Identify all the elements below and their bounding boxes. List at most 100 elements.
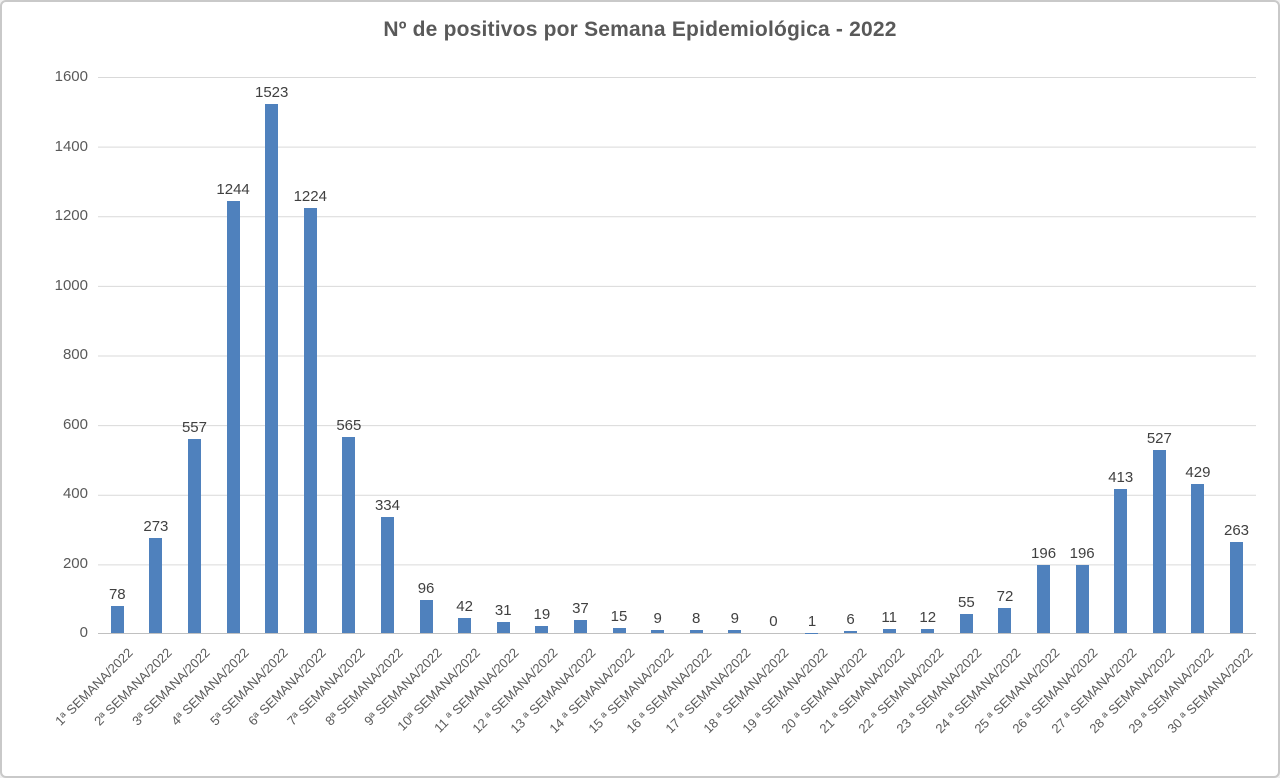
bar-column: 78 1ª SEMANA/2022	[52, 77, 137, 729]
y-axis-tick-label: 1600	[54, 68, 88, 85]
bar-value-label: 19	[533, 606, 551, 624]
bar	[187, 439, 201, 633]
bar-value-label: 0	[769, 613, 778, 630]
bar-column: 429 29 ª SEMANA/2022	[1125, 77, 1218, 736]
y-axis: 1600 1400 1200 1000 800 600 400 200 0	[2, 68, 88, 641]
bar-value-label: 1244	[216, 180, 250, 198]
bar-value-label: 263	[1224, 521, 1250, 539]
bar	[535, 626, 549, 633]
bar	[1037, 564, 1051, 633]
bar	[921, 628, 935, 633]
y-axis-tick-label: 800	[62, 346, 88, 363]
bar	[728, 629, 742, 633]
bar-value-label: 557	[181, 419, 207, 437]
bar	[882, 629, 896, 633]
y-axis-tick-label: 200	[62, 554, 88, 572]
bar	[149, 538, 163, 633]
bar	[265, 103, 279, 633]
bar-value-label: 15	[610, 607, 628, 625]
bar-value-label: 1224	[293, 187, 327, 205]
bar	[959, 613, 973, 633]
bar-value-label: 527	[1146, 429, 1172, 447]
bar	[1114, 489, 1128, 633]
bar	[1230, 541, 1244, 633]
bar-value-label: 413	[1108, 469, 1134, 487]
bar-column: 6 20 ª SEMANA/2022	[778, 77, 870, 736]
bar	[573, 620, 587, 633]
bar	[651, 629, 665, 633]
bar	[689, 630, 703, 633]
bar-value-label: 11	[881, 609, 897, 627]
y-axis-tick-label: 400	[62, 485, 88, 502]
bar	[1152, 449, 1166, 633]
bar-column: 263 30 ª SEMANA/2022	[1164, 77, 1256, 737]
bar-column: 196 25 ª SEMANA/2022	[971, 77, 1063, 736]
bar-value-label: 334	[374, 496, 400, 514]
bar-value-label: 9	[730, 609, 739, 627]
y-axis-tick-label: 1200	[54, 207, 88, 224]
bar-value-label: 96	[417, 579, 435, 597]
bar	[612, 627, 626, 633]
bar-column: 565 7ª SEMANA/2022	[284, 77, 369, 729]
bar	[998, 607, 1012, 633]
bar	[419, 599, 433, 633]
bar	[1075, 564, 1089, 633]
bar-column: 55 23 ª SEMANA/2022	[894, 77, 986, 736]
bar-column: 8 16 ª SEMANA/2022	[624, 77, 716, 736]
bar	[844, 630, 858, 633]
bar-value-label: 6	[846, 610, 855, 628]
bar	[110, 605, 124, 633]
bar	[226, 200, 240, 633]
bar-column: 1224 6ª SEMANA/2022	[245, 77, 330, 729]
bar-column: 11 21 ª SEMANA/2022	[817, 77, 909, 736]
bar	[380, 516, 394, 633]
bar-column: 413 27 ª SEMANA/2022	[1048, 77, 1140, 736]
bar-column: 72 24 ª SEMANA/2022	[932, 77, 1025, 736]
bar-value-label: 12	[919, 608, 937, 626]
chart-title: Nº de positivos por Semana Epidemiológic…	[383, 18, 897, 41]
bar-value-label: 1523	[254, 83, 289, 101]
y-axis-tick-label: 1000	[54, 276, 88, 294]
bar	[342, 436, 356, 633]
bar-column: 0 18 ª SEMANA/2022	[701, 77, 793, 736]
bar-column: 42 10ª SEMANA/2022	[395, 77, 484, 733]
plot-area: 78 1ª SEMANA/2022 273 2ª SEMANA/2022 557…	[52, 77, 1256, 737]
y-axis-tick-label: 600	[62, 415, 88, 433]
bar-value-label: 9	[653, 609, 662, 627]
bar-column: 37 13 ª SEMANA/2022	[508, 77, 600, 736]
bar-value-label: 78	[108, 585, 126, 603]
bar	[496, 622, 510, 633]
bar	[303, 207, 317, 633]
bar-column: 527 28 ª SEMANA/2022	[1087, 77, 1179, 736]
bar-value-label: 55	[958, 593, 975, 611]
bar-column: 12 22 ª SEMANA/2022	[855, 77, 947, 736]
bar	[1191, 483, 1205, 633]
bar-column: 9 17 ª SEMANA/2022	[662, 77, 755, 736]
y-axis-tick-label: 1400	[54, 137, 88, 155]
bar-column: 196 26 ª SEMANA/2022	[1010, 77, 1102, 736]
bar-value-label: 72	[996, 587, 1014, 605]
bar-value-label: 565	[336, 416, 362, 434]
bar-column: 334 8ª SEMANA/2022	[323, 77, 407, 729]
bar-value-label: 429	[1185, 463, 1211, 481]
bar-value-label: 1	[807, 612, 817, 630]
bar-column: 19 12 ª SEMANA/2022	[469, 77, 562, 736]
bar	[458, 618, 472, 633]
bar-column: 273 2ª SEMANA/2022	[91, 77, 176, 728]
bar-value-label: 8	[692, 610, 701, 628]
bar-value-label: 196	[1069, 544, 1095, 562]
bar-value-label: 273	[143, 518, 169, 536]
bar-value-label: 37	[572, 600, 589, 618]
bar-column: 96 9ª SEMANA/2022	[361, 77, 446, 729]
bar-value-label: 196	[1031, 544, 1057, 562]
bar-column: 1523 5ª SEMANA/2022	[207, 77, 291, 729]
bar-column: 15 14 ª SEMANA/2022	[546, 77, 639, 736]
bar-column: 31 11 ª SEMANA/2022	[431, 77, 523, 735]
bar-column: 1244 4ª SEMANA/2022	[168, 77, 253, 729]
bar-column: 557 3ª SEMANA/2022	[130, 77, 214, 728]
bar-value-label: 31	[494, 602, 512, 620]
y-axis-tick-label: 0	[79, 624, 88, 641]
bar-column: 1 19 ª SEMANA/2022	[739, 77, 832, 737]
bar-value-label: 42	[456, 598, 473, 616]
